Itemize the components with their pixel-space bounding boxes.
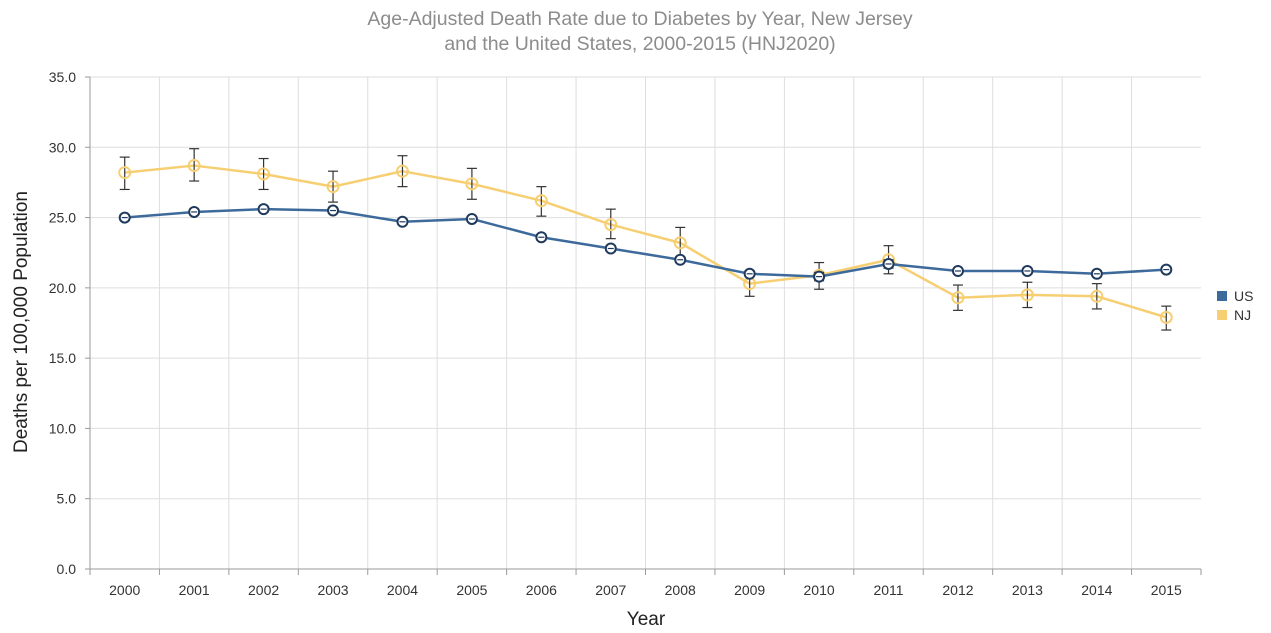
x-tick-label: 2015 [1151,582,1182,598]
x-tick-label: 2012 [942,582,973,598]
y-axis-label: Deaths per 100,000 Population [11,191,32,453]
data-point-nj [257,167,271,181]
error-bar [1091,283,1102,310]
x-tick-label: 2003 [317,582,348,598]
error-bar [119,156,130,191]
x-tick-label: 2007 [595,582,626,598]
x-axis-label: Year [627,609,666,628]
data-point-nj [951,291,965,305]
error-bar [466,167,477,200]
y-tick-label: 10.0 [49,420,76,436]
error-bar [328,170,339,203]
x-tick-label: 2000 [109,582,140,598]
gridlines [90,76,1201,569]
error-bar [189,148,200,182]
x-tick-label: 2002 [248,582,279,598]
error-bar [397,155,408,188]
error-bar [1022,281,1033,309]
legend-label-nj: NJ [1234,307,1251,323]
y-tick-label: 35.0 [49,69,76,85]
series-us [118,203,1173,283]
chart-title-line-2: and the United States, 2000-2015 (HNJ202… [444,33,835,55]
legend: US NJ [1217,288,1253,323]
series-layer [118,148,1173,331]
y-tick-label: 20.0 [49,280,76,296]
y-tick-label: 30.0 [49,139,76,155]
y-tick-label: 25.0 [49,210,76,226]
series-line-nj [124,164,1167,319]
data-point-nj [465,177,479,191]
error-bar [536,186,547,217]
x-tick-label: 2008 [665,582,696,598]
x-tick-label: 2001 [179,582,210,598]
x-tick-label: 2009 [734,582,765,598]
x-tick-label: 2005 [456,582,487,598]
data-point-nj [673,236,687,250]
x-tick-label: 2006 [526,582,557,598]
data-point-nj [604,218,618,232]
data-point-nj [118,166,132,180]
series-line-us [124,207,1167,278]
data-point-nj [534,194,548,208]
y-tick-label: 15.0 [49,350,76,366]
x-tick-label: 2011 [873,582,903,598]
data-point-nj [1020,288,1034,302]
y-tick-label: 5.0 [57,491,77,507]
x-tick-label: 2004 [387,582,418,598]
x-tick-label: 2014 [1081,582,1112,598]
error-bar [952,284,963,311]
error-bar [605,208,616,240]
x-tick-label: 2010 [804,582,835,598]
data-point-nj [395,164,409,178]
data-point-nj [1090,289,1104,303]
legend-swatch-us [1217,291,1227,301]
x-tick-label: 2013 [1012,582,1043,598]
legend-swatch-nj [1217,310,1227,320]
chart-title-line-1: Age-Adjusted Death Rate due to Diabetes … [367,8,912,30]
data-point-nj [1159,310,1173,324]
data-point-nj [326,180,340,194]
error-bar [1161,305,1172,331]
data-point-nj [187,159,201,173]
y-tick-label: 0.0 [57,561,77,577]
legend-label-us: US [1234,288,1253,304]
error-bar [258,157,269,191]
axes: 0.0 5.0 10.0 15.0 20.0 25.0 30.0 35.0 2000 2001 20… [49,69,1202,598]
